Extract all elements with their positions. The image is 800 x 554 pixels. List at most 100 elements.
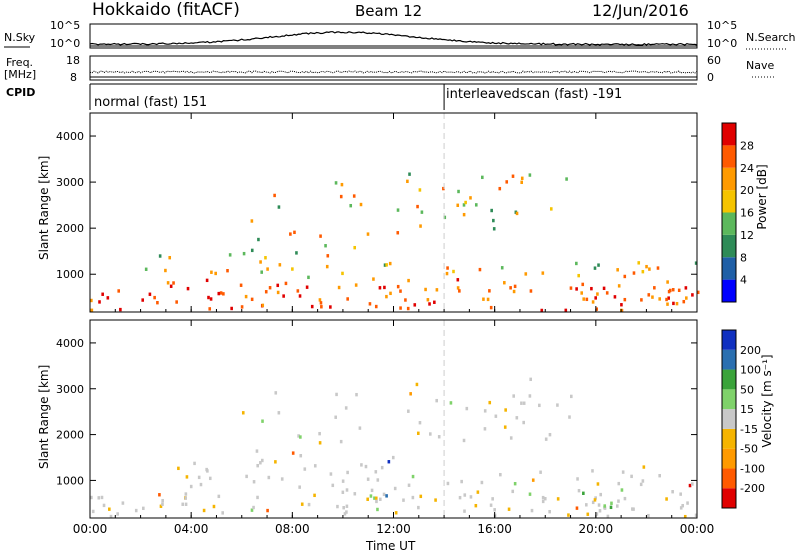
colorbar-tick-label: 50	[740, 383, 754, 396]
colorbar-swatch	[722, 280, 736, 302]
power-cell	[682, 300, 685, 303]
velocity-cell	[116, 512, 119, 515]
power-cell	[260, 270, 263, 273]
velocity-cell	[206, 469, 209, 472]
velocity-cell	[617, 482, 620, 485]
power-cell	[269, 286, 272, 289]
velocity-cell	[209, 477, 212, 480]
velocity-cell	[274, 391, 277, 394]
velocity-cell	[416, 383, 419, 386]
power-cell	[666, 280, 669, 283]
velocity-cell	[647, 514, 650, 517]
velocity-cell	[529, 378, 532, 381]
power-cell	[360, 203, 363, 206]
colorbar-swatch	[722, 123, 736, 145]
power-cell	[637, 261, 640, 264]
velocity-cell	[417, 432, 420, 435]
power-cell	[428, 302, 431, 305]
power-cell	[217, 292, 220, 295]
colorbar-tick-label: 24	[740, 162, 754, 175]
velocity-cell	[529, 492, 532, 495]
power-cell	[657, 266, 660, 269]
velocity-cell	[375, 497, 378, 500]
y-tick-label: 2000	[56, 429, 84, 442]
velocity-cell	[686, 501, 689, 504]
power-cell	[685, 286, 688, 289]
velocity-cell	[256, 464, 259, 467]
velocity-cell	[365, 465, 368, 468]
power-cell	[479, 268, 482, 271]
power-cell	[633, 271, 636, 274]
power-cell	[606, 291, 609, 294]
velocity-cell	[539, 471, 542, 474]
power-cell	[407, 279, 410, 282]
power-cell	[648, 267, 651, 270]
power-cell	[276, 284, 279, 287]
power-cell	[691, 293, 694, 296]
velocity-cell	[504, 425, 507, 428]
velocity-cell	[586, 513, 589, 516]
power-cell	[168, 256, 171, 259]
power-cell	[210, 271, 213, 274]
velocity-cell	[97, 496, 100, 499]
velocity-cell	[135, 509, 138, 512]
velocity-cell	[484, 427, 487, 430]
velocity-cell	[576, 477, 579, 480]
power-cell	[251, 298, 254, 301]
power-cell	[353, 246, 356, 249]
power-cell	[463, 213, 466, 216]
velocity-cell	[346, 488, 349, 491]
velocity-cell	[642, 479, 645, 482]
power-cell	[514, 285, 517, 288]
power-cell	[251, 249, 254, 252]
velocity-cell	[190, 485, 193, 488]
y-tick-label: 4000	[56, 337, 84, 350]
velocity-cell	[549, 433, 552, 436]
velocity-cell	[631, 507, 634, 510]
velocity-cell	[434, 498, 437, 501]
power-cell	[616, 268, 619, 271]
power-cell	[503, 281, 506, 284]
velocity-cell	[407, 410, 410, 413]
power-cell	[320, 305, 323, 308]
velocity-cell	[568, 415, 571, 418]
power-cell	[241, 305, 244, 308]
velocity-cell	[381, 466, 384, 469]
power-cell	[319, 234, 322, 237]
velocity-cell	[161, 503, 164, 506]
power-cell	[206, 279, 209, 282]
power-cell	[597, 263, 600, 266]
colorbar-tick-label: 20	[740, 184, 754, 197]
colorbar-swatch	[722, 168, 736, 190]
power-cell	[385, 295, 388, 298]
velocity-cell	[514, 482, 517, 485]
power-cell	[220, 291, 223, 294]
power-cell	[326, 254, 329, 257]
velocity-cell	[538, 404, 541, 407]
power-cell	[335, 181, 338, 184]
velocity-cell	[621, 488, 624, 491]
velocity-cell	[392, 456, 395, 459]
power-cell	[397, 208, 400, 211]
colorbar-swatch	[722, 235, 736, 257]
power-cell	[492, 219, 495, 222]
y-tick-label: 2000	[56, 222, 84, 235]
velocity-cell	[557, 497, 560, 500]
power-cell	[306, 286, 309, 289]
power-cell	[424, 288, 427, 291]
power-cell	[159, 254, 162, 257]
velocity-cell	[376, 478, 379, 481]
power-cell	[623, 275, 626, 278]
velocity-cell	[463, 439, 466, 442]
power-cell	[369, 302, 372, 305]
velocity-cell	[395, 511, 398, 514]
power-cell	[229, 253, 232, 256]
power-cell	[481, 176, 484, 179]
velocity-cell	[379, 498, 382, 501]
velocity-cell	[499, 473, 502, 476]
power-cell	[436, 288, 439, 291]
velocity-cell	[371, 489, 374, 492]
power-cell	[149, 293, 152, 296]
power-cell	[153, 296, 156, 299]
velocity-cell	[185, 503, 188, 506]
